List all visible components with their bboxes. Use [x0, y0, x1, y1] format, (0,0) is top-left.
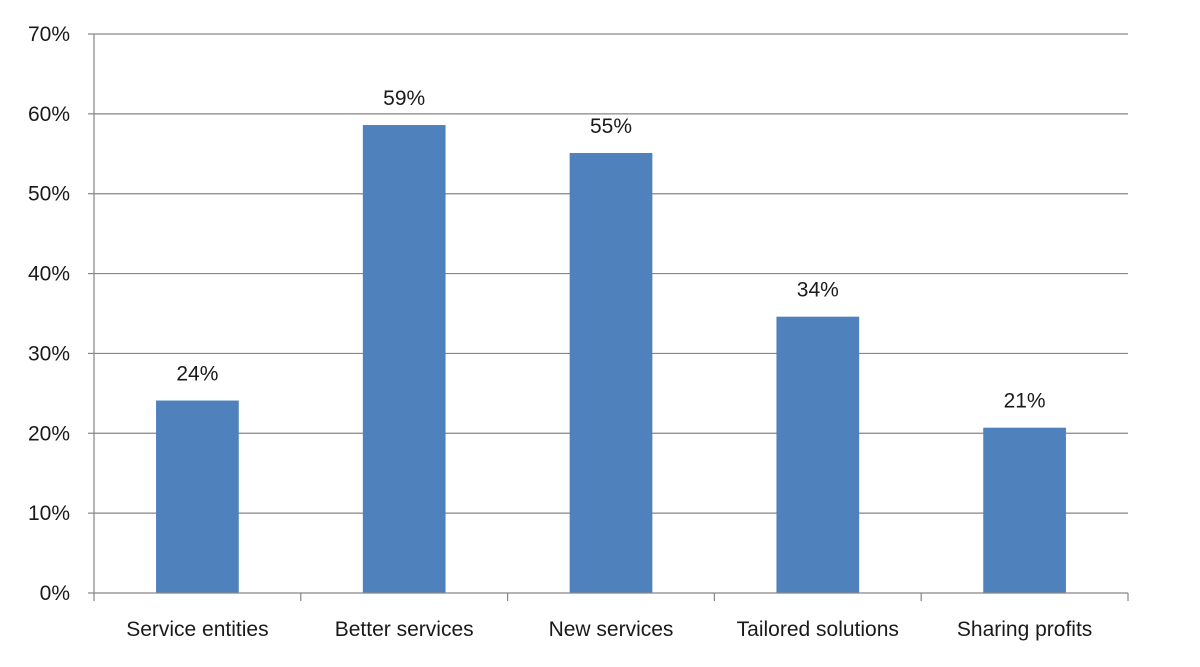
data-label: 24% — [176, 363, 218, 386]
y-tick-label: 20% — [28, 422, 70, 445]
axes — [88, 33, 1129, 601]
data-label: 55% — [590, 115, 632, 138]
y-tick-label: 10% — [28, 502, 70, 525]
y-tick-label: 0% — [40, 582, 70, 605]
labels: 0% 10% 20% 30% 40% 50% 60% 70% 24% Service entiti… — [28, 23, 1092, 641]
data-label: 59% — [383, 87, 425, 110]
x-tick-label: Tailored solutions — [737, 618, 899, 641]
y-tick-label: 70% — [28, 23, 70, 46]
x-tick-label: Service entities — [126, 618, 268, 641]
x-tick-label: Better services — [335, 618, 474, 641]
bar-better-services — [362, 125, 446, 593]
x-tick-label: New services — [549, 618, 674, 641]
x-tick-label: Sharing profits — [957, 618, 1092, 641]
y-tick-label: 50% — [28, 183, 70, 206]
data-label: 21% — [1004, 390, 1046, 413]
bar-sharing-profits — [983, 427, 1066, 593]
y-tick-label: 30% — [28, 342, 70, 365]
y-tick-label: 40% — [28, 263, 70, 286]
bar-service-entities — [156, 400, 239, 593]
bar-tailored-solutions — [776, 316, 860, 593]
bar-new-services — [569, 152, 653, 594]
y-tick-label: 60% — [28, 103, 70, 126]
bars — [156, 125, 1066, 594]
data-label: 34% — [797, 279, 839, 302]
